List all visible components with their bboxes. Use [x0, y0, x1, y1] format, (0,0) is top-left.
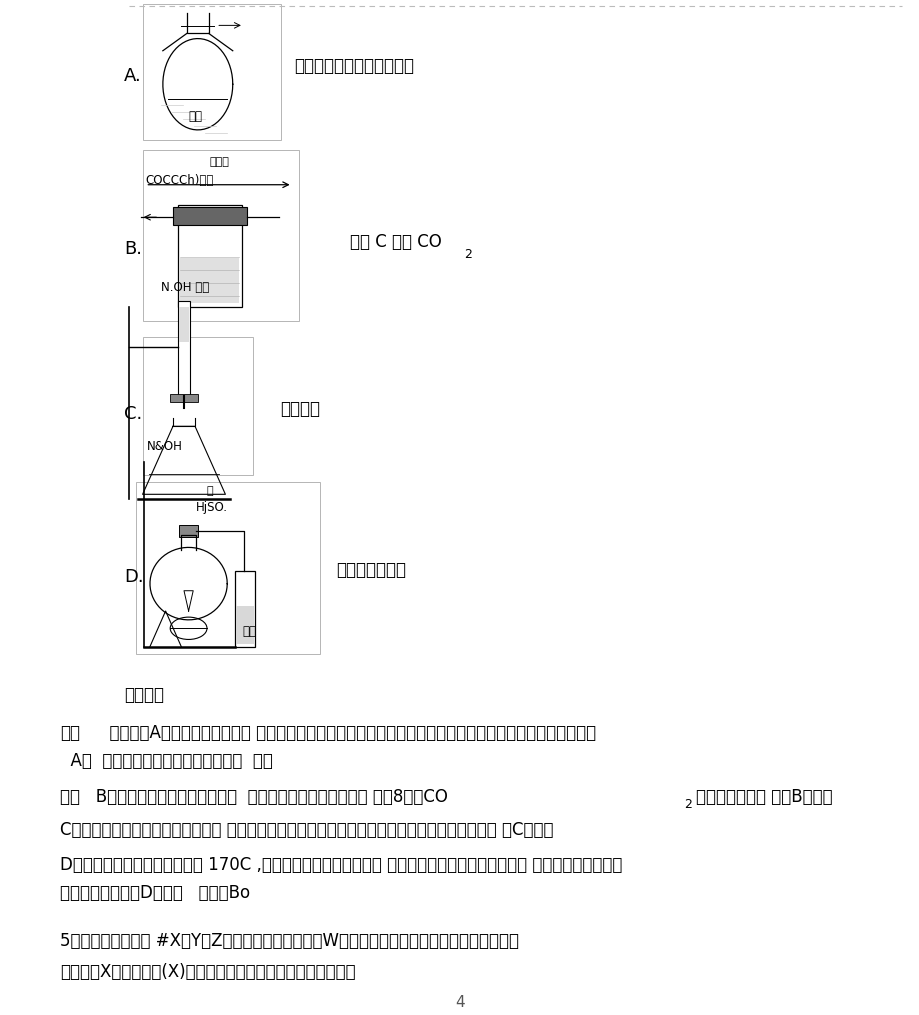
Bar [177, 205, 242, 307]
Bar [179, 307, 188, 342]
Text: 【详解】A、配制一定浓度的氯 溶液时，俯视定容，会导致加入的蒸储水体积小于容量瓶刻度线，偏高，选项: 【详解】A、配制一定浓度的氯 溶液时，俯视定容，会导致加入的蒸储水体积小于容量瓶… [99, 724, 596, 742]
Bar [142, 4, 280, 140]
Text: 能达到实验目的 选项B正确；: 能达到实验目的 选项B正确； [696, 788, 833, 806]
Text: B.: B. [124, 240, 142, 258]
Ellipse shape [170, 617, 207, 639]
Bar [136, 482, 320, 654]
Bar [180, 258, 239, 303]
Bar [142, 150, 299, 321]
Text: 配制一定浓度的氯化钠溶液: 配制一定浓度的氯化钠溶液 [294, 57, 414, 75]
Bar [235, 606, 254, 644]
Bar [170, 394, 198, 402]
Text: A错  配制的溶液体积偏小，溶液浓度  误；: A错 配制的溶液体积偏小，溶液浓度 误； [60, 752, 272, 770]
Bar [173, 207, 246, 225]
Text: 除去 C 计的 CO: 除去 C 计的 CO [349, 232, 441, 251]
Text: 钠溶   B、将混合气体通过将有氢氧化  液的洗气瓶后再经过干燥可 除去8中的CO: 钠溶 B、将混合气体通过将有氢氧化 液的洗气瓶后再经过干燥可 除去8中的CO [60, 788, 448, 806]
Text: 制取并检验乙烯: 制取并检验乙烯 [335, 561, 405, 580]
Text: COCCCh)装置: COCCCh)装置 [145, 175, 213, 187]
Text: 种气体，X的一种单质(X)在常温下容易自燃。下列叙述正确的是: 种气体，X的一种单质(X)在常温下容易自燃。下列叙述正确的是 [60, 963, 355, 982]
Text: 2: 2 [684, 799, 692, 811]
Text: C.: C. [124, 405, 142, 423]
Text: 2: 2 [464, 249, 472, 261]
Bar [234, 570, 255, 647]
Text: 整干城: 整干城 [210, 157, 230, 167]
Text: 溴水: 溴水 [242, 625, 255, 637]
Text: 中和滴定: 中和滴定 [280, 400, 320, 418]
Text: D.: D. [124, 567, 143, 586]
Text: 【解析】: 【解析】 [124, 686, 164, 704]
Text: 视线: 视线 [188, 111, 202, 123]
Text: N&OH: N&OH [147, 441, 183, 453]
Text: 乙烯的检验，选项D错误；   答案选Bo: 乙烯的检验，选项D错误； 答案选Bo [60, 884, 250, 902]
Text: N.OH 济和: N.OH 济和 [161, 281, 209, 293]
Bar [179, 525, 198, 537]
Text: D、制取乙烯反应条件是加热到 170C ,必须有温度计，且反应过量 中会产生二氧化硫，二氧化硫也 能使溴水褪色，干扰: D、制取乙烯反应条件是加热到 170C ,必须有温度计，且反应过量 中会产生二氧… [60, 856, 621, 874]
Text: 化钠: 化钠 [60, 724, 80, 742]
Text: A.: A. [124, 67, 142, 85]
Text: C、中和滴定时氢氧化钠溶液为待测 溶液时，标准液应为酸溶液，酸溶液不能盛放在碱式滴定管中 项C错误；: C、中和滴定时氢氧化钠溶液为待测 溶液时，标准液应为酸溶液，酸溶液不能盛放在碱式… [60, 821, 552, 839]
Bar [142, 337, 253, 475]
Text: 5．短周期主族元素 #X、Y、Z的原子序数依次增大。W的单质与水发生剧烈反应，生成一种酸和: 5．短周期主族元素 #X、Y、Z的原子序数依次增大。W的单质与水发生剧烈反应，生… [60, 932, 518, 950]
Text: 4: 4 [455, 996, 464, 1010]
Bar [178, 301, 189, 398]
Text: HjSO.: HjSO. [196, 501, 228, 514]
Text: 祐: 祐 [207, 486, 213, 496]
